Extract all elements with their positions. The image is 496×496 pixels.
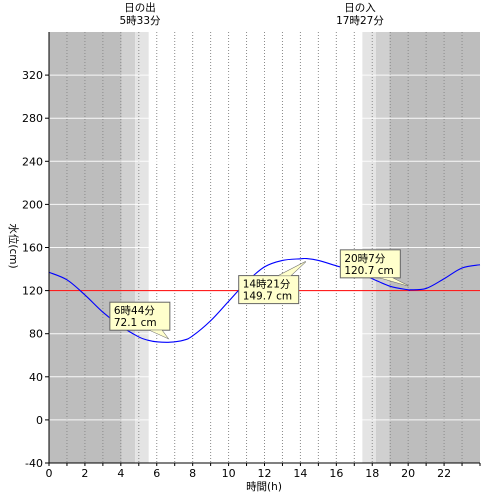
x-tick-label: 4 [117,467,124,480]
annotation-pointer-fill [278,261,306,276]
y-tick-label: 160 [22,242,43,255]
grid-layer [49,32,480,463]
y-tick-label: 80 [29,328,43,341]
y-tick-label: 200 [22,198,43,211]
annotation-box [109,301,171,331]
annotation-pointer-fill [380,277,409,286]
annotation-time: 20時7分 [344,253,386,265]
x-tick-label: 10 [222,467,236,480]
x-tick-label: 2 [81,467,88,480]
y-tick-label: 0 [36,414,43,427]
x-tick-label: 14 [293,467,307,480]
x-tick-label: 18 [365,467,379,480]
annotation-value: 149.7 cm [243,291,292,303]
annotation-time: 14時21分 [243,279,291,291]
sunset-title: 日の入 [344,2,376,14]
annotation-box [238,275,300,305]
y-tick-label: -40 [25,457,43,470]
y-tick-label: 280 [22,112,43,125]
sunrise-title: 日の出 [124,1,156,14]
annotation-value: 72.1 cm [114,317,157,329]
sunrise-time: 5時33分 [119,15,161,27]
series-line-0 [48,257,481,343]
y-axis-label: 水位(cm) [7,223,20,268]
x-tick-label: 20 [401,467,415,480]
x-tick-label: 6 [153,467,160,480]
annotation-pointer-fill [149,330,168,339]
annotation-value: 120.7 cm [344,265,393,277]
y-tick-label: 120 [22,285,43,298]
x-tick-label: 0 [46,467,53,480]
x-tick-label: 8 [189,467,196,480]
x-tick-label: 12 [258,467,272,480]
annotation-time: 6時44分 [114,305,156,317]
y-tick-label: 40 [29,371,43,384]
x-tick-label: 22 [437,467,451,480]
x-axis-label: 時間(h) [246,481,282,493]
sunset-time: 17時27分 [336,15,384,27]
series-layer [48,257,481,343]
y-tick-label: 240 [22,155,43,168]
annotation-box [339,249,401,279]
x-tick-label: 16 [329,467,343,480]
y-tick-label: 320 [22,69,43,82]
